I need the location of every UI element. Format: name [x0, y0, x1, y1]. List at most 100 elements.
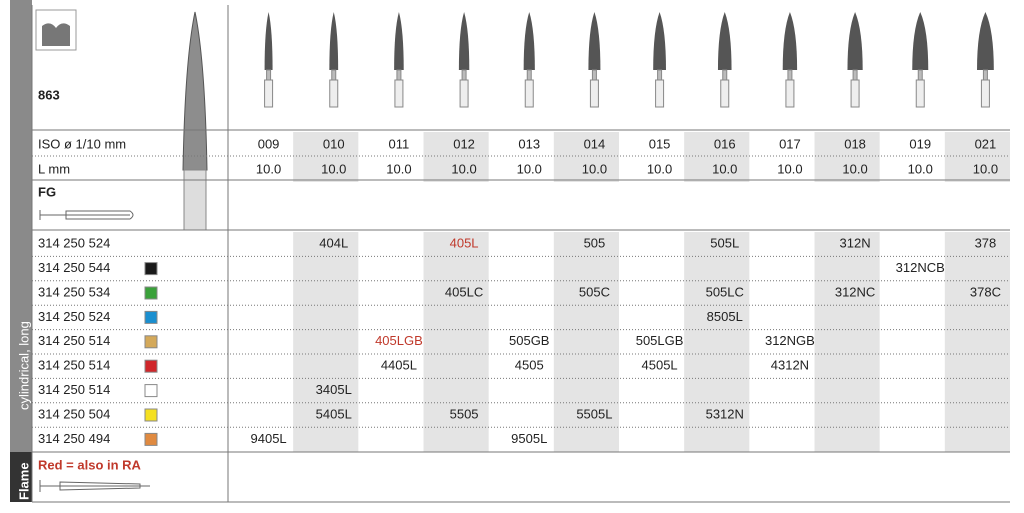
length-value: 10.0: [647, 161, 672, 176]
article-number: 404L: [319, 236, 348, 251]
order-code: 314 250 514: [38, 382, 110, 397]
iso-value: 010: [323, 136, 345, 151]
article-number: 505LC: [706, 284, 744, 299]
shank-label: FG: [38, 184, 56, 199]
bur-shank: [264, 79, 274, 108]
color-swatch: [144, 384, 158, 398]
length-value: 10.0: [256, 161, 281, 176]
bur-shank: [459, 79, 469, 108]
iso-label: ISO ø 1/10 mm: [38, 136, 126, 151]
length-value: 10.0: [973, 161, 998, 176]
bur-image: [394, 12, 404, 70]
article-number: 505L: [710, 236, 739, 251]
order-code: 314 250 514: [38, 333, 110, 348]
bur-image: [912, 12, 929, 70]
article-number: 405LGB: [375, 333, 423, 348]
article-number: 4405L: [381, 358, 417, 373]
bur-neck: [396, 69, 402, 81]
color-swatch: [144, 408, 158, 422]
article-number: 378: [975, 236, 997, 251]
bur-shank: [183, 169, 207, 231]
length-value: 10.0: [842, 161, 867, 176]
bur-neck: [917, 69, 923, 81]
shape-label: Flame: [16, 462, 31, 500]
color-swatch: [144, 310, 158, 324]
order-code: 314 250 524: [38, 236, 110, 251]
length-label: L mm: [38, 161, 70, 176]
bur-head: [182, 11, 208, 171]
article-number: 5505: [450, 406, 479, 421]
column-shade: [293, 132, 359, 182]
color-swatch: [144, 359, 158, 373]
iso-value: 015: [649, 136, 671, 151]
article-number: 312NCB: [896, 260, 945, 275]
bur-image: [782, 12, 798, 70]
iso-value: 016: [714, 136, 736, 151]
length-value: 10.0: [517, 161, 542, 176]
article-number: 505C: [579, 284, 610, 299]
bur-shank: [394, 79, 404, 108]
iso-value: 018: [844, 136, 866, 151]
column-shade: [423, 232, 489, 452]
bur-shank: [915, 79, 925, 108]
article-number: 405L: [450, 236, 479, 251]
bur-image: [264, 12, 273, 70]
column-shade: [814, 132, 880, 182]
bur-shank: [980, 79, 990, 108]
bur-shank: [655, 79, 665, 108]
bur-neck: [526, 69, 532, 81]
article-number: 5505L: [576, 406, 612, 421]
article-number: 505: [584, 236, 606, 251]
article-number: 4505: [515, 358, 544, 373]
shank-icon: [39, 210, 134, 220]
ra-icon: [39, 480, 150, 492]
order-code: 314 250 514: [38, 358, 110, 373]
column-shade: [293, 232, 359, 452]
order-code: 314 250 544: [38, 260, 110, 275]
article-number: 505GB: [509, 333, 549, 348]
length-value: 10.0: [386, 161, 411, 176]
bur-shank: [589, 79, 599, 108]
column-shade: [944, 132, 1010, 182]
color-swatch: [144, 286, 158, 300]
iso-value: 009: [258, 136, 280, 151]
order-code: 314 250 504: [38, 406, 110, 421]
icon-tooth: [42, 23, 70, 46]
bur-shank: [329, 79, 339, 108]
column-shade: [944, 232, 1010, 452]
article-number: 312NC: [835, 284, 875, 299]
bur-neck: [657, 69, 663, 81]
color-swatch: [144, 262, 158, 276]
article-number: 8505L: [707, 309, 743, 324]
iso-value: 012: [453, 136, 475, 151]
iso-value: 011: [389, 136, 410, 151]
iso-value: 019: [909, 136, 931, 151]
article-number: 3405L: [316, 382, 352, 397]
bur-shank: [524, 79, 534, 108]
color-swatch: [144, 335, 158, 349]
column-shade: [684, 132, 750, 182]
side-strip-dark: [10, 452, 32, 502]
column-shade: [684, 232, 750, 452]
bur-image: [847, 12, 863, 70]
column-shade: [553, 232, 619, 452]
article-number: 5405L: [316, 406, 352, 421]
article-number: 405LC: [445, 284, 483, 299]
bur-image: [588, 12, 601, 70]
bur-shank: [720, 79, 730, 108]
bur-shank: [785, 79, 795, 108]
iso-value: 014: [584, 136, 606, 151]
length-value: 10.0: [777, 161, 802, 176]
article-number: 312NGB: [765, 333, 815, 348]
bur-neck: [331, 69, 337, 81]
article-number: 378C: [970, 284, 1001, 299]
order-code: 314 250 524: [38, 309, 110, 324]
bur-image: [653, 12, 666, 70]
length-value: 10.0: [908, 161, 933, 176]
article-number: 4312N: [771, 358, 809, 373]
length-value: 10.0: [712, 161, 737, 176]
bur-neck: [266, 69, 272, 81]
length-value: 10.0: [321, 161, 346, 176]
length-value: 10.0: [582, 161, 607, 176]
